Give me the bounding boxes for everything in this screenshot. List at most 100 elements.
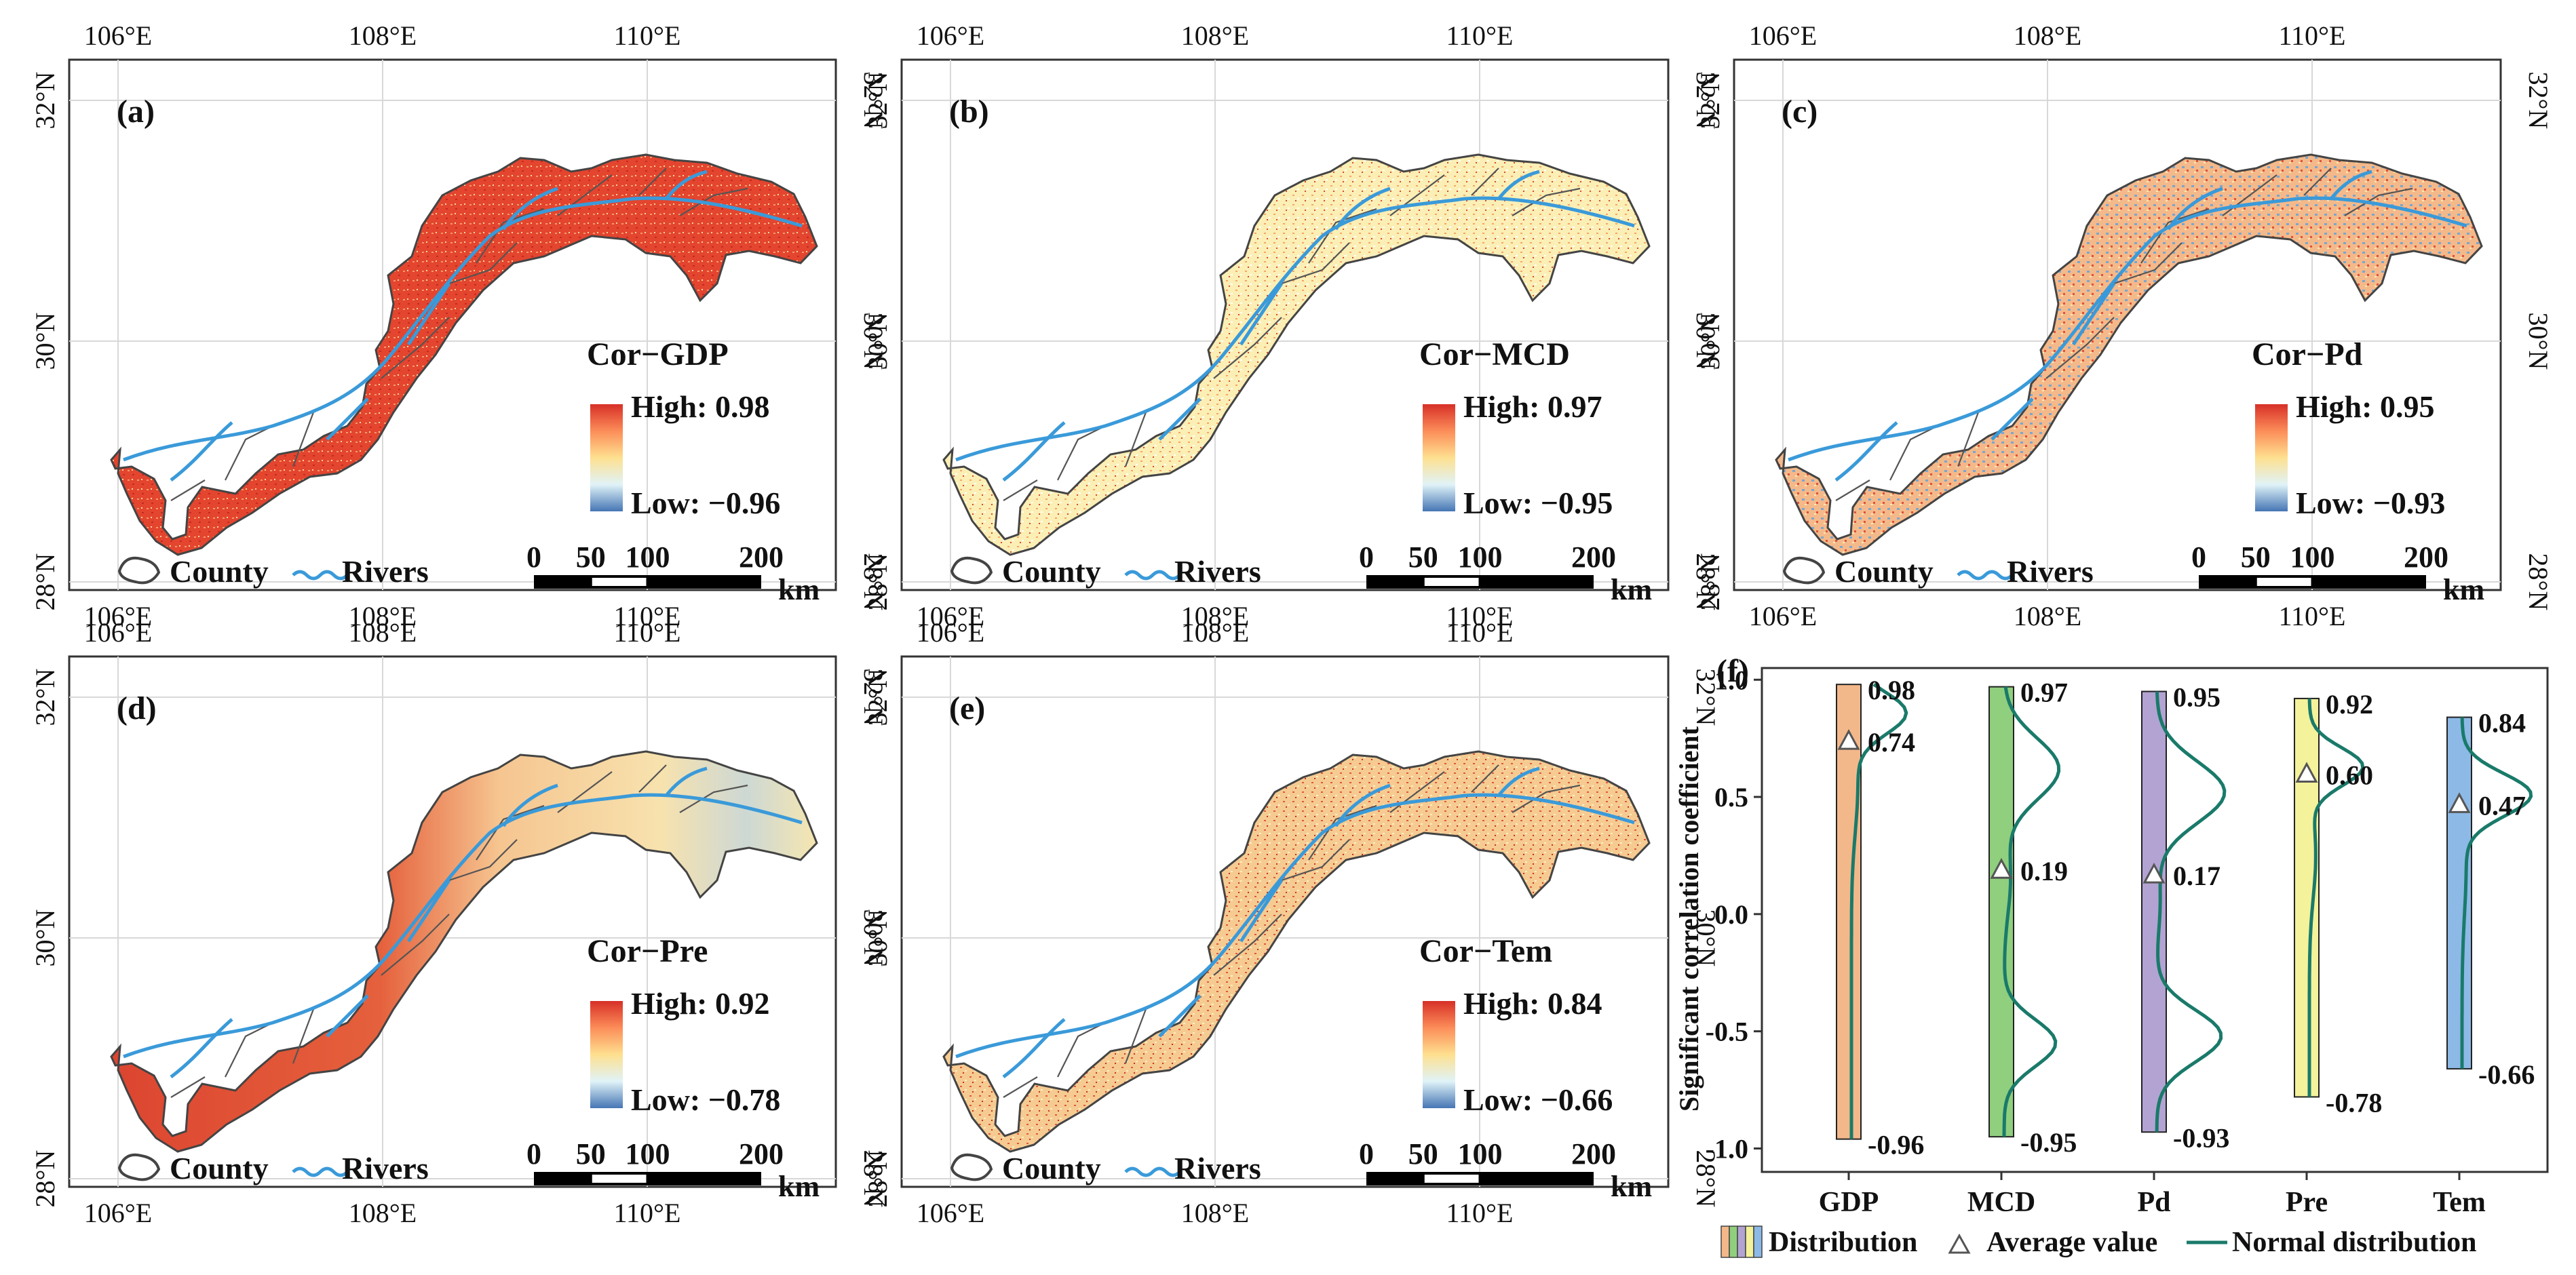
scale-bar — [2199, 575, 2426, 589]
normal-curve-mcd — [2002, 686, 2061, 1137]
y-tick-right-label: 32°N — [2523, 72, 2554, 130]
x-tick-top-label: 106°E — [917, 20, 984, 51]
legend-swatch — [1753, 1225, 1763, 1258]
legend-normal-label: Normal distribution — [2232, 1227, 2477, 1258]
y-tick-right-label: 28°N — [858, 1150, 889, 1208]
scale-tick-label: 0 — [526, 541, 541, 574]
legend-swatch — [1720, 1225, 1730, 1258]
rivers-legend-label: Rivers — [342, 554, 429, 589]
scale-tick-label: 0 — [2191, 541, 2206, 574]
county-legend-icon — [117, 1153, 161, 1181]
county-boundary — [381, 914, 450, 976]
county-boundary — [2140, 208, 2210, 264]
max-value-label: 0.95 — [2173, 682, 2221, 713]
county-legend-label: County — [1834, 554, 1934, 589]
normal-curve-tem — [2460, 717, 2533, 1069]
y-tick-left-label: 30°N — [862, 313, 893, 370]
county-boundary — [1213, 914, 1282, 976]
river-line — [1002, 421, 1066, 482]
river-line — [1002, 1018, 1066, 1078]
x-tick-top-label: 108°E — [349, 20, 417, 51]
legend-color-bar — [590, 404, 623, 511]
legend-low-label: Low: −0.78 — [631, 1082, 780, 1117]
scale-tick-label: 50 — [2241, 541, 2271, 574]
x-tick-bottom-label: 110°E — [614, 601, 681, 631]
county-boundary — [1471, 168, 1499, 196]
legend-swatch — [1737, 1225, 1746, 1258]
y-tick-right-label: 32°N — [1691, 669, 1721, 726]
y-tick-right-label: 28°N — [1691, 553, 1721, 611]
basin-map-area — [110, 153, 818, 556]
basin-map-area — [1775, 153, 2483, 556]
y-tick-right-label: 32°N — [858, 72, 889, 130]
river-line — [1239, 282, 1284, 346]
x-tick-top-label: 110°E — [1446, 20, 1514, 51]
x-tick-top-label: 108°E — [349, 617, 417, 648]
x-tick-top-label: 106°E — [84, 617, 152, 648]
x-tick-top-label: 110°E — [614, 617, 681, 648]
x-tick-bottom-label: 108°E — [2014, 601, 2081, 631]
map-panel-e: 106°E 106°E 108°E 108°E 110°E 110°E 32°N 32°N 30… — [862, 617, 1721, 1228]
x-tick-top-label: 106°E — [1749, 20, 1817, 51]
x-tick-top-label: 106°E — [84, 20, 152, 51]
county-boundary — [1835, 479, 1870, 501]
mean-value-label: 0.60 — [2326, 760, 2373, 791]
scale-unit-label: km — [1611, 573, 1652, 606]
map-panel-c: 106°E 106°E 108°E 108°E 110°E 110°E 32°N 32°N 30… — [1695, 20, 2554, 631]
y-tick-left-label: 28°N — [1695, 553, 1725, 611]
x-tick-bottom-label: 106°E — [917, 1198, 984, 1228]
y-tick-left-label: 30°N — [862, 909, 893, 967]
scale-bar-segment — [1424, 578, 1479, 586]
river-line — [326, 994, 369, 1038]
county-boundary — [1057, 1022, 1106, 1078]
distribution-bar-gdp — [1836, 684, 1862, 1140]
county-boundary — [557, 174, 613, 216]
max-value-label: 0.98 — [1868, 675, 1915, 705]
y-tick-right-label: 28°N — [2523, 553, 2554, 611]
y-tick-left-label: 32°N — [862, 72, 893, 130]
y-tick-left-label: 30°N — [1695, 313, 1725, 370]
legend-low-label: Low: −0.96 — [631, 486, 780, 520]
county-boundary — [476, 804, 545, 861]
average-marker-mcd — [1990, 858, 2013, 879]
rivers-legend-icon — [1124, 570, 1181, 581]
min-value-label: -0.95 — [2020, 1127, 2077, 1158]
y-tick-right-label: 32°N — [858, 669, 889, 726]
mean-value-label: 0.47 — [2478, 790, 2526, 821]
river-line — [1158, 994, 1202, 1038]
river-line — [1334, 187, 1391, 231]
county-boundary — [2045, 317, 2115, 379]
county-legend-icon — [950, 1153, 993, 1181]
river-line — [1788, 196, 2467, 462]
mean-value-label: 0.19 — [2020, 856, 2068, 886]
county-boundary — [225, 1022, 273, 1078]
min-value-label: -0.96 — [1868, 1130, 1924, 1160]
river-line — [170, 1018, 233, 1078]
legend-color-bar — [1423, 1001, 1455, 1108]
x-tick-bottom-label: 110°E — [1446, 601, 1514, 631]
river-line — [665, 766, 708, 797]
county-legend-label: County — [1002, 554, 1101, 589]
x-tick-bottom-label: 110°E — [2279, 601, 2346, 631]
county-boundary — [1389, 771, 1445, 813]
y-tick-right-label: 28°N — [858, 553, 889, 611]
average-marker-pd — [2142, 862, 2166, 884]
y-tick-left-label: 30°N — [30, 313, 60, 370]
river-line — [406, 282, 451, 346]
distribution-bar-pre — [2294, 697, 2320, 1098]
x-tick-top-label: 110°E — [1446, 617, 1514, 648]
river-line — [501, 187, 558, 231]
county-boundary — [1213, 317, 1282, 379]
mean-value-label: 0.17 — [2173, 861, 2221, 891]
county-boundary — [1512, 784, 1581, 813]
max-value-label: 0.84 — [2478, 708, 2526, 739]
x-tick-top-label: 110°E — [614, 20, 681, 51]
y-tick-right-label: 30°N — [858, 909, 889, 967]
legend-high-label: High: 0.98 — [631, 389, 769, 424]
rivers-legend-label: Rivers — [342, 1151, 429, 1185]
x-tick-top-label: 108°E — [1181, 20, 1249, 51]
scale-tick-label: 100 — [626, 541, 670, 574]
x-tick-bottom-label: 106°E — [1749, 601, 1817, 631]
map-panel-d: 106°E 106°E 108°E 108°E 110°E 110°E 32°N 32°N 30… — [30, 617, 889, 1228]
